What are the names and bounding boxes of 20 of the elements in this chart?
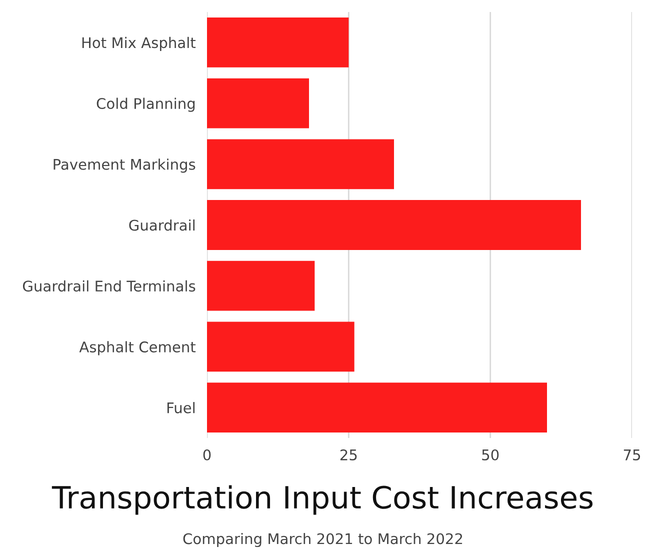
text: Comparing March 2021 to March 2022	[183, 532, 462, 548]
text: Transportation Input Cost Increases	[52, 485, 593, 515]
bar	[207, 382, 547, 433]
y-tick-label: Pavement Markings	[54, 158, 196, 173]
bar	[207, 322, 354, 372]
y-tick-label: Fuel	[167, 402, 195, 414]
bar	[207, 260, 315, 311]
bar	[207, 17, 349, 68]
y-tick-label: Asphalt Cement	[79, 341, 196, 356]
bar	[207, 200, 581, 250]
x-tick-label: 50	[482, 449, 499, 460]
bar	[207, 78, 309, 128]
x-tick-label: 75	[624, 450, 640, 460]
y-tick-label: Guardrail End Terminals	[22, 280, 196, 292]
y-tick-label: Cold Planning	[96, 98, 195, 112]
x-tick-label: 25	[340, 449, 357, 460]
x-tick-label: 0	[203, 449, 211, 460]
y-tick-label: Guardrail	[129, 219, 195, 231]
y-tick-label: Hot Mix Asphalt	[82, 36, 196, 51]
bar	[207, 139, 394, 190]
